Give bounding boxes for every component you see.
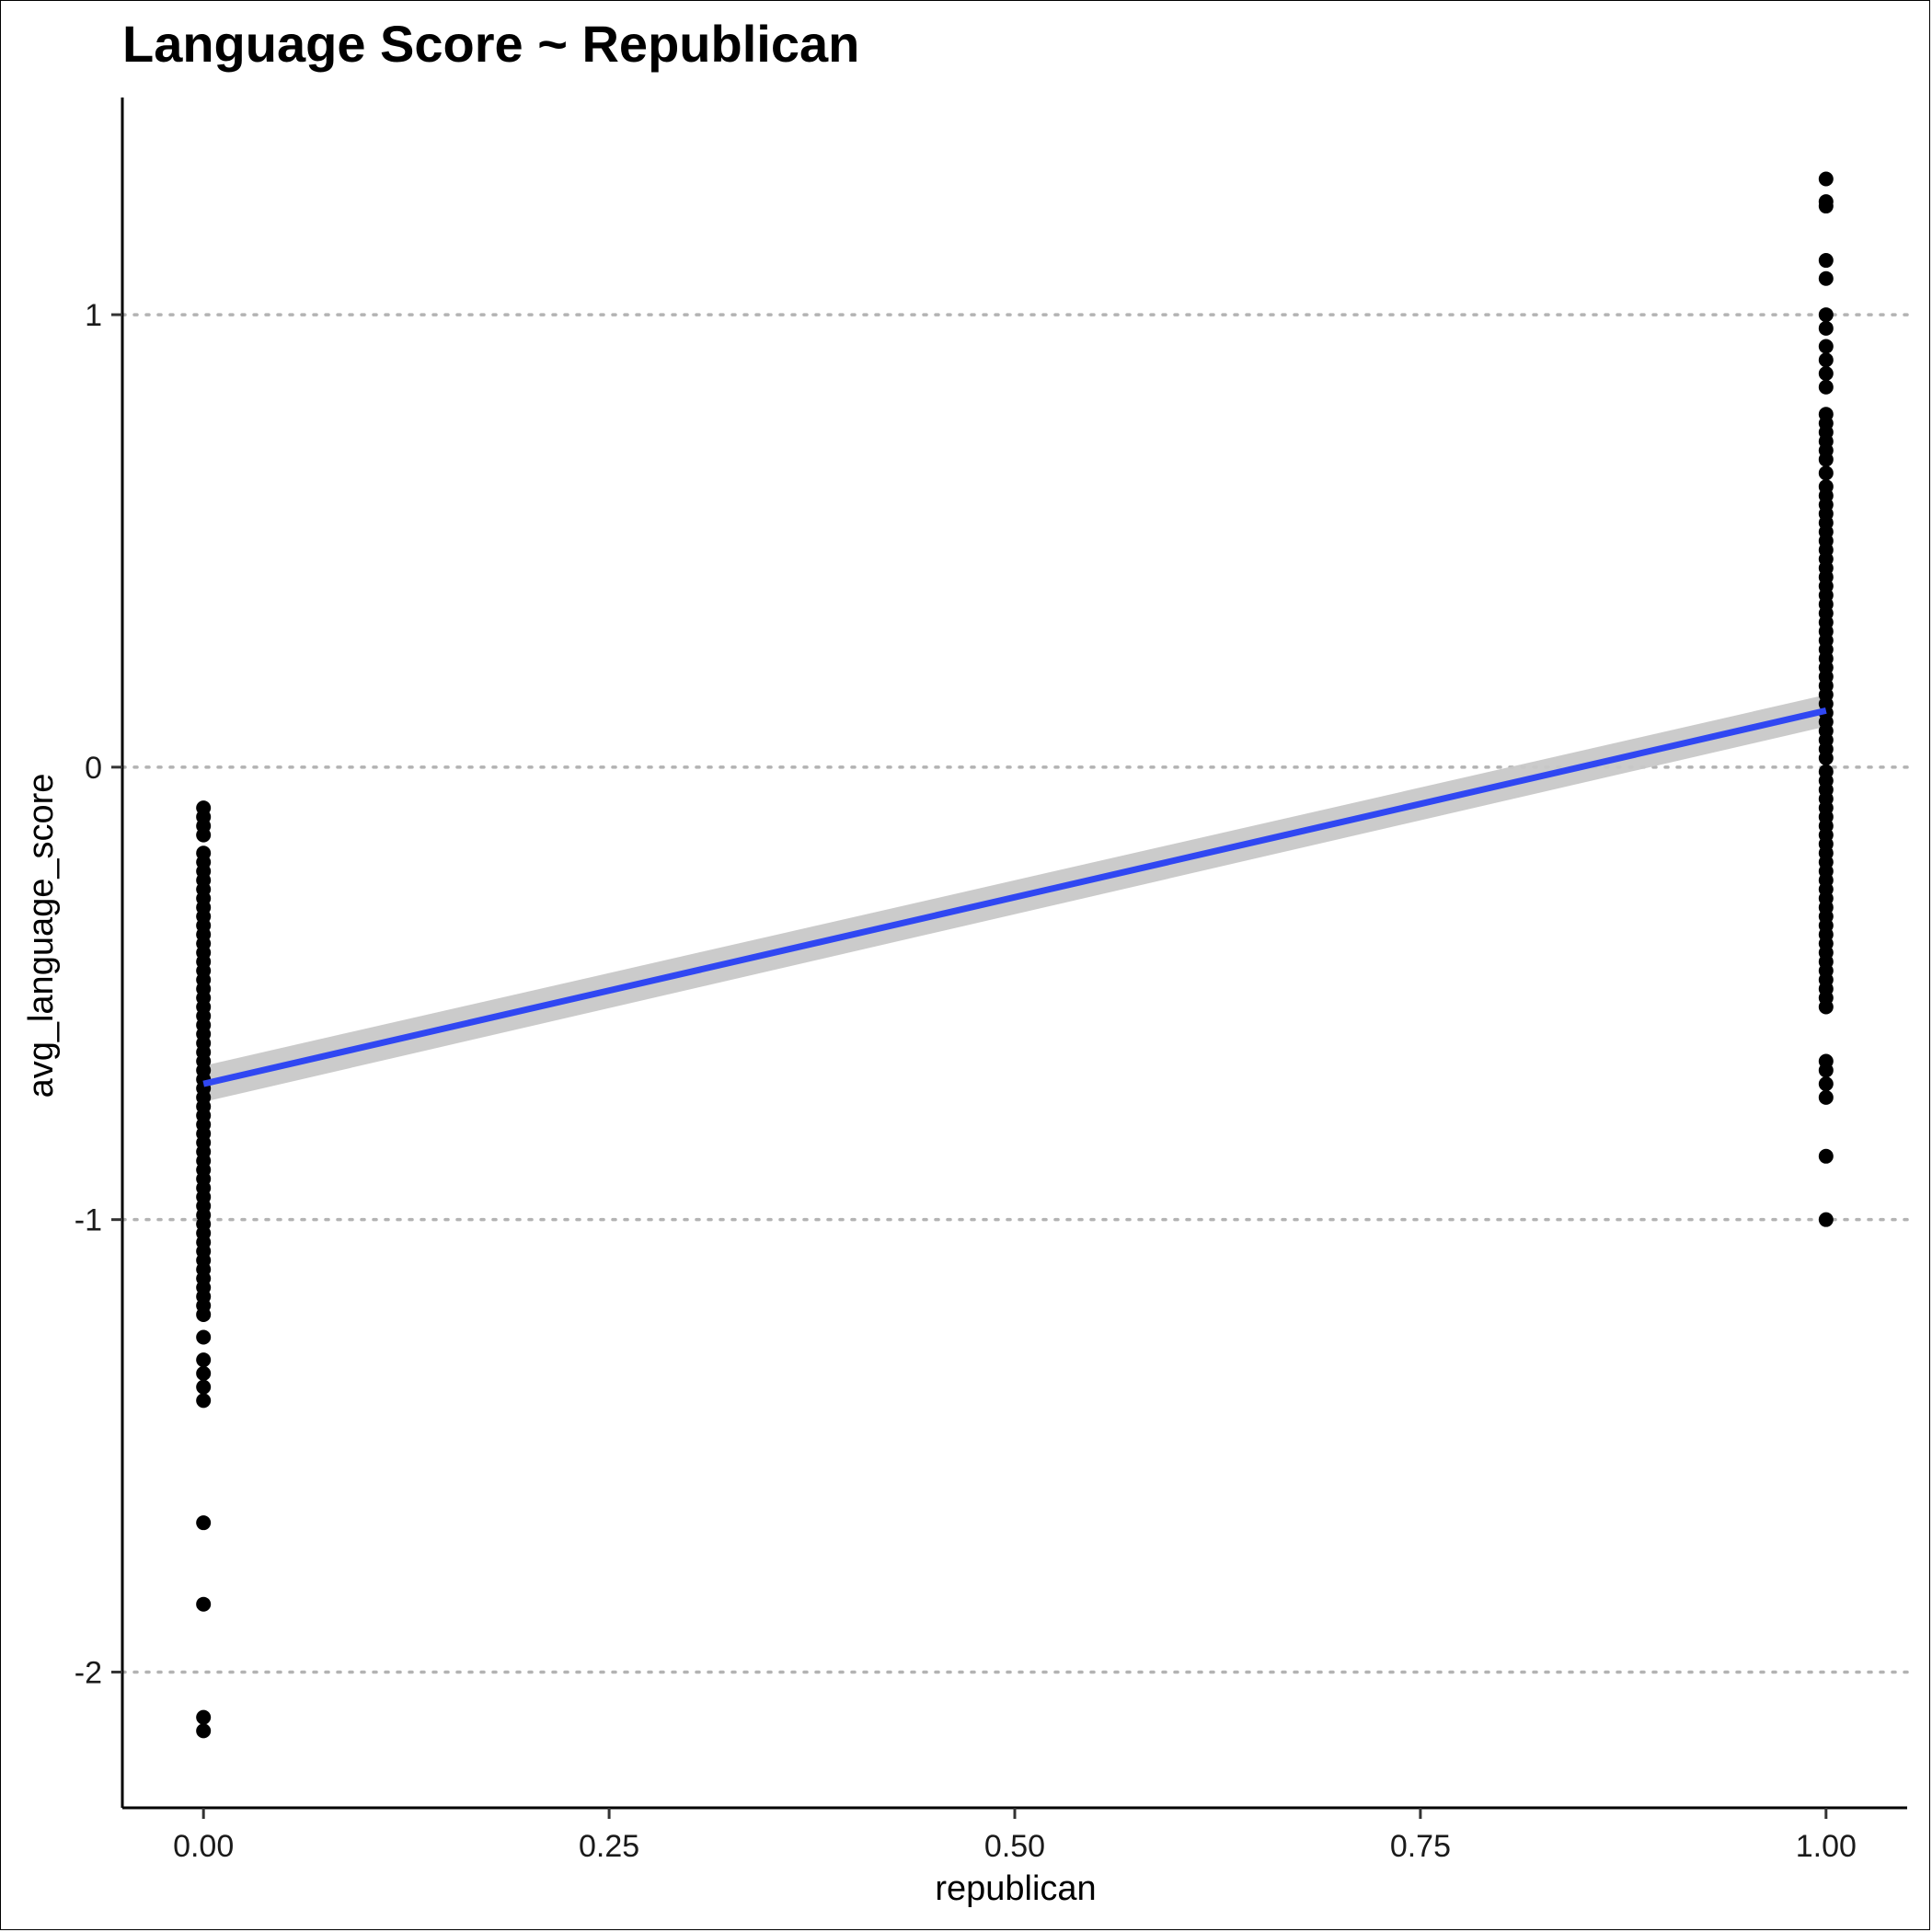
chart-title: Language Score ~ Republican xyxy=(122,15,859,73)
data-point xyxy=(1818,1148,1834,1164)
x-tick-label: 0.75 xyxy=(1390,1829,1451,1864)
data-point xyxy=(1818,1212,1834,1227)
x-tick-label: 0.50 xyxy=(984,1829,1045,1864)
data-point xyxy=(196,827,212,843)
data-point xyxy=(1818,999,1834,1015)
data-point xyxy=(1818,1076,1834,1092)
fit-line xyxy=(202,707,1827,1087)
data-point xyxy=(1818,751,1834,766)
y-tick-label: 0 xyxy=(85,751,102,786)
data-point xyxy=(1818,199,1834,214)
data-point xyxy=(1818,365,1834,381)
data-point xyxy=(196,1365,212,1381)
x-axis-title: republican xyxy=(935,1869,1096,1908)
data-point xyxy=(1818,171,1834,187)
data-point xyxy=(1818,1089,1834,1105)
data-point xyxy=(1818,253,1834,269)
data-point xyxy=(196,1379,212,1395)
data-point xyxy=(1818,466,1834,481)
data-point xyxy=(1818,452,1834,467)
data-point xyxy=(1818,1063,1834,1078)
fit-line-layer xyxy=(202,707,1827,1087)
y-tick-label: 1 xyxy=(85,298,102,333)
data-point xyxy=(1818,379,1834,395)
data-point xyxy=(196,1352,212,1368)
data-points xyxy=(196,171,1834,1739)
data-point xyxy=(1818,339,1834,354)
tick-labels: 0.00 0.25 0.50 0.75 1.00 -2 -1 0 1 xyxy=(75,298,1857,1864)
data-point xyxy=(196,1306,212,1322)
data-point xyxy=(196,1709,212,1725)
data-point xyxy=(1818,270,1834,286)
data-point xyxy=(1818,320,1834,336)
x-tick-label: 0.00 xyxy=(173,1829,234,1864)
y-tick-label: -2 xyxy=(75,1655,102,1690)
x-tick-label: 0.25 xyxy=(579,1829,639,1864)
x-tick-label: 1.00 xyxy=(1796,1829,1857,1864)
data-point xyxy=(1818,352,1834,368)
grid-lines xyxy=(121,313,1909,1674)
data-point xyxy=(196,1596,212,1612)
data-point xyxy=(196,1329,212,1345)
data-point xyxy=(1818,307,1834,323)
y-axis-title: avg_language_score xyxy=(22,774,61,1098)
data-point xyxy=(196,1723,212,1739)
data-point xyxy=(196,1393,212,1409)
axes xyxy=(121,98,1907,1810)
data-point xyxy=(196,1515,212,1531)
y-tick-label: -1 xyxy=(75,1203,102,1238)
